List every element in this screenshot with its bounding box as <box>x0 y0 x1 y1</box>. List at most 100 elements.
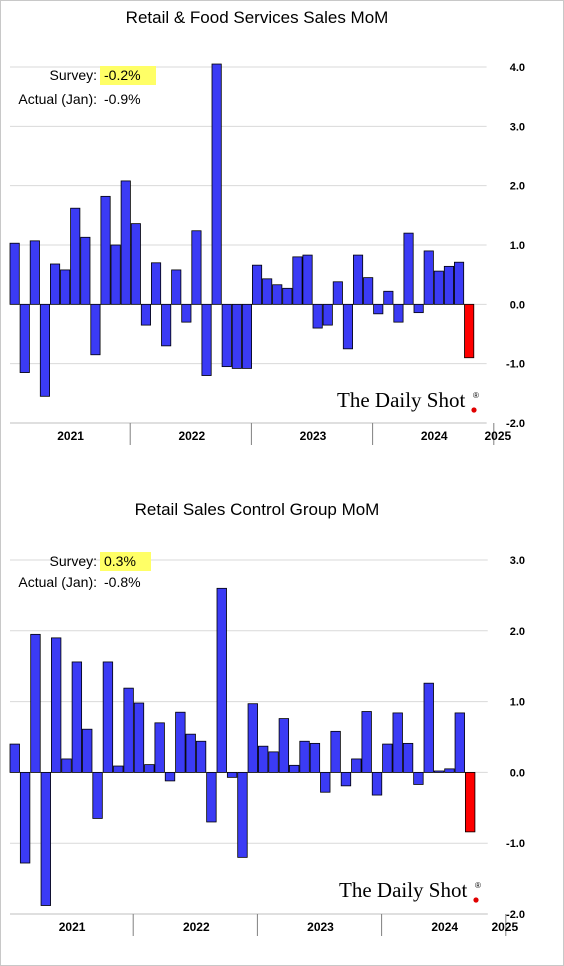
survey-label: Survey: <box>50 553 97 569</box>
bar <box>289 764 300 773</box>
bar <box>382 743 393 773</box>
survey-value: -0.2% <box>104 67 141 83</box>
logo-dot <box>473 897 479 903</box>
y-tick-label: 2.0 <box>510 181 525 193</box>
bar <box>221 303 232 368</box>
bar <box>206 771 217 823</box>
bar <box>352 254 364 305</box>
bar <box>9 242 20 305</box>
year-label: 2025 <box>484 429 511 443</box>
survey-highlight <box>100 66 156 85</box>
year-label: 2023 <box>300 429 327 443</box>
chart-retail-food-services: Retail & Food Services Sales MoM 4.0 3.0 2.… <box>9 8 525 445</box>
y-tick-label: 1.0 <box>510 240 525 252</box>
bar <box>30 633 41 773</box>
actual-value: -0.8% <box>104 574 141 590</box>
year-label: 2024 <box>421 429 448 443</box>
bar <box>51 637 62 773</box>
bar <box>373 303 384 315</box>
year-label: 2021 <box>57 429 84 443</box>
bar <box>383 290 394 305</box>
bar <box>302 254 313 305</box>
bar <box>175 711 186 773</box>
bar <box>423 250 434 305</box>
logo-registered-mark: ® <box>475 881 481 890</box>
bar <box>393 303 404 323</box>
bar <box>392 712 403 773</box>
bar <box>216 587 227 773</box>
bar <box>61 758 72 773</box>
bar <box>403 232 414 305</box>
y-tick-label: -1.0 <box>506 359 525 371</box>
x-axis: 2021 2022 2023 2024 2025 <box>10 422 512 445</box>
bar <box>171 269 182 305</box>
bar <box>312 303 323 329</box>
y-tick-label: -1.0 <box>506 838 525 850</box>
bar <box>423 682 434 773</box>
y-tick-label: 3.0 <box>510 121 525 133</box>
bar <box>211 63 222 305</box>
bar <box>433 270 444 305</box>
bar <box>39 303 50 397</box>
logo: The Daily Shot ® <box>337 388 479 413</box>
y-tick-label: -2.0 <box>506 909 525 921</box>
bar <box>140 303 151 326</box>
y-axis-ticks: 4.0 3.0 2.0 1.0 0.0 -1.0 -2.0 <box>506 62 525 430</box>
bar <box>278 718 290 773</box>
y-tick-label: 4.0 <box>510 62 525 74</box>
bar <box>90 303 101 356</box>
bar <box>262 278 273 305</box>
year-label: 2024 <box>431 920 458 934</box>
bar <box>292 256 303 305</box>
bar <box>309 742 321 773</box>
bar <box>82 728 93 773</box>
logo-dot <box>471 407 477 413</box>
survey-label: Survey: <box>50 67 97 83</box>
bar <box>150 262 162 305</box>
bar <box>80 236 91 305</box>
bar <box>154 722 165 773</box>
bar <box>161 303 172 347</box>
bar <box>363 277 374 305</box>
x-axis: 2021 2022 2023 2024 2025 <box>10 913 518 936</box>
survey-value: 0.3% <box>104 553 136 569</box>
bar <box>413 303 424 314</box>
bar <box>444 768 455 773</box>
bar <box>185 733 196 773</box>
bar-latest <box>464 771 476 833</box>
bar <box>322 303 333 326</box>
bar <box>268 751 279 773</box>
bar <box>102 661 114 773</box>
bar <box>351 758 362 773</box>
bar <box>191 230 202 305</box>
y-tick-label: -2.0 <box>506 418 525 430</box>
bar <box>195 740 207 773</box>
bar <box>40 771 51 906</box>
y-tick-label: 0.0 <box>510 767 525 779</box>
y-tick-label: 3.0 <box>510 555 525 567</box>
bar <box>144 764 155 773</box>
annotation-box: Survey: 0.3% Actual (Jan): -0.8% <box>18 552 151 590</box>
logo: The Daily Shot ® <box>339 878 481 903</box>
logo-text: The Daily Shot <box>339 878 467 902</box>
bar <box>330 730 341 773</box>
year-label: 2025 <box>491 920 518 934</box>
bar <box>402 742 414 773</box>
bar <box>272 284 283 305</box>
bar <box>247 703 258 773</box>
bar <box>282 287 293 305</box>
bar <box>443 265 454 305</box>
bar <box>181 303 192 323</box>
bar <box>413 771 424 785</box>
bar <box>130 223 141 305</box>
year-label: 2022 <box>183 920 210 934</box>
y-tick-label: 2.0 <box>510 626 525 638</box>
bar <box>29 240 40 305</box>
y-tick-label: 1.0 <box>510 697 525 709</box>
bar <box>201 303 212 376</box>
actual-value: -0.9% <box>104 91 141 107</box>
logo-text: The Daily Shot <box>337 388 465 412</box>
bar <box>120 180 131 305</box>
bar <box>123 687 134 773</box>
bar <box>50 263 61 305</box>
